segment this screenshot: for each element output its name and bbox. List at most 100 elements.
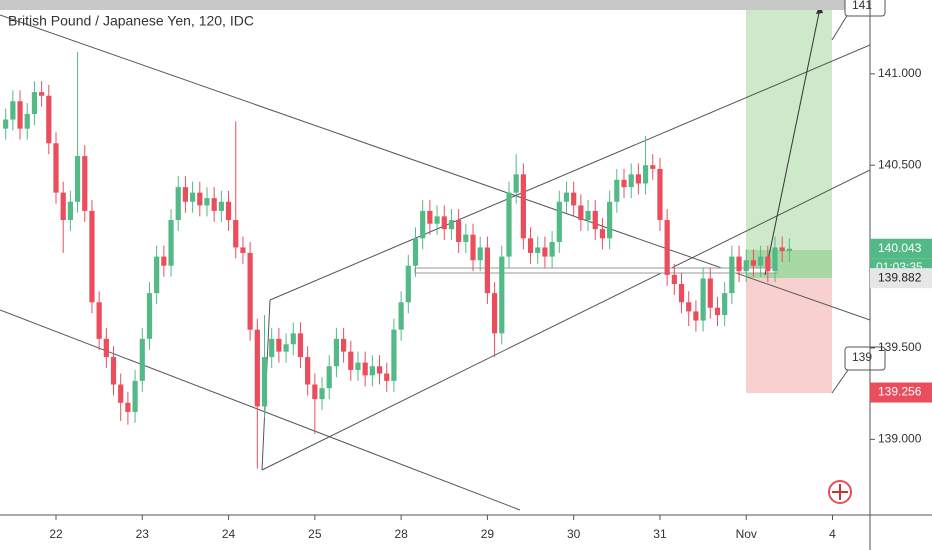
candle-body — [614, 179, 620, 202]
candle-body — [750, 260, 757, 266]
price-label: 139.256 — [878, 385, 922, 399]
candle-body — [168, 220, 174, 266]
candle-body — [743, 260, 749, 272]
x-tick-label: 30 — [567, 527, 581, 541]
callout-line — [831, 13, 849, 41]
candle-body — [341, 338, 347, 352]
candle-body — [290, 333, 296, 345]
candle-body — [225, 201, 232, 221]
candle-body — [146, 293, 153, 339]
candle-body — [348, 351, 354, 370]
candle-body — [218, 201, 224, 211]
candle-body — [405, 265, 411, 303]
candle-body — [132, 380, 138, 412]
candle-body — [326, 366, 332, 389]
x-tick-label: 4 — [829, 527, 836, 541]
candle-body — [67, 201, 73, 221]
candle-body — [204, 198, 210, 206]
price-label: 140.043 — [878, 241, 922, 255]
callout-box — [844, 0, 886, 17]
candle-body — [412, 238, 419, 266]
channel-line — [261, 169, 870, 471]
candle-body — [369, 366, 375, 376]
candle-body — [477, 247, 483, 261]
candle-body — [714, 307, 721, 316]
callout-text: 141 — [852, 0, 872, 12]
candle-body — [398, 302, 404, 330]
candle-body — [355, 362, 361, 370]
candle-body — [247, 252, 253, 330]
candle-body — [779, 247, 785, 252]
candle-body — [535, 247, 541, 253]
trend-line — [0, 309, 521, 511]
candle-body — [678, 283, 685, 303]
y-tick-label: 141.000 — [878, 66, 922, 80]
price-label-box — [870, 382, 932, 403]
price-label-box — [870, 238, 932, 259]
candle-body — [161, 256, 167, 266]
x-tick-label: 31 — [653, 527, 667, 541]
candle-body — [491, 293, 498, 334]
candle-body — [599, 229, 606, 239]
candle-body — [470, 234, 476, 261]
support-line — [414, 267, 778, 274]
candle-body — [96, 302, 102, 339]
callout-line — [831, 369, 849, 394]
candle-body — [542, 247, 548, 257]
candle-body — [693, 311, 699, 321]
candle-body — [305, 357, 311, 385]
candle-body — [592, 210, 598, 230]
stop-zone — [746, 278, 832, 393]
candle-body — [420, 210, 426, 239]
candle-body — [441, 216, 447, 230]
candle-body — [197, 192, 203, 206]
candle-body — [765, 256, 771, 272]
candle-body — [46, 95, 52, 144]
candle-body — [312, 384, 318, 400]
candle-body — [736, 256, 742, 272]
projection-arrow — [764, 7, 821, 276]
top-band — [0, 0, 870, 10]
candle-body — [110, 357, 117, 385]
candle-body — [621, 179, 627, 188]
candle-body — [642, 165, 649, 184]
y-tick-label: 139.000 — [878, 432, 922, 446]
candle-body — [664, 220, 670, 275]
candle-body — [484, 247, 490, 294]
candle-body — [686, 302, 692, 312]
candle-body — [585, 210, 591, 221]
candle-body — [463, 234, 469, 242]
x-tick-label: 28 — [394, 527, 408, 541]
y-tick-label: 140.500 — [878, 157, 922, 171]
candle-body — [456, 220, 462, 242]
candle-body — [240, 247, 246, 253]
candle-body — [786, 248, 792, 252]
candle-body — [10, 101, 16, 120]
candle-body — [384, 373, 390, 381]
y-tick-label: 139.500 — [878, 340, 922, 354]
candle-body — [671, 274, 677, 284]
candle-body — [333, 338, 340, 367]
candle-body — [269, 338, 275, 358]
candle-body — [17, 101, 23, 129]
candle-body — [499, 256, 505, 334]
candle-body — [700, 278, 706, 321]
candle-body — [118, 384, 124, 403]
candle-body — [211, 198, 217, 211]
candle-body — [571, 192, 577, 206]
channel-line — [269, 44, 870, 301]
candle-body — [549, 241, 555, 257]
candle-body — [635, 174, 641, 184]
candle-body — [563, 192, 570, 202]
candle-body — [39, 92, 45, 96]
candle-body — [650, 165, 656, 169]
candle-body — [362, 362, 368, 376]
candle-body — [283, 344, 289, 352]
candle-body — [427, 210, 433, 224]
candle-body — [628, 174, 634, 188]
candle-body — [297, 333, 304, 358]
x-tick-label: 22 — [49, 527, 63, 541]
candles — [3, 51, 792, 469]
flag-cross — [832, 484, 848, 500]
candle-body — [103, 338, 109, 358]
